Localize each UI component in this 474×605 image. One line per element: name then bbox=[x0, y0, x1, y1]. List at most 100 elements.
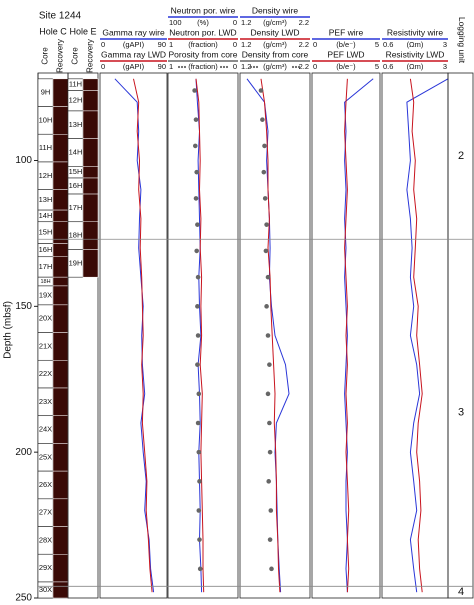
core-label: 12H bbox=[39, 171, 53, 180]
log-curve bbox=[114, 78, 155, 593]
header-name: Density wire bbox=[252, 5, 299, 15]
header-scale-min: 1 bbox=[169, 40, 173, 49]
track-frame bbox=[239, 72, 311, 599]
core-point bbox=[265, 274, 271, 280]
core-recovery bbox=[52, 209, 69, 222]
header-scale-max: 5 bbox=[375, 40, 379, 49]
header-scale-min: 0 bbox=[101, 40, 105, 49]
core-label: 24X bbox=[39, 425, 52, 434]
header-scale-max: 0 bbox=[233, 40, 237, 49]
header-unit: (gAPI) bbox=[123, 62, 145, 71]
core-label: 15H bbox=[69, 167, 83, 176]
header-name: Density LWD bbox=[251, 27, 300, 37]
header-name: Density from core bbox=[242, 49, 309, 59]
header-dot bbox=[294, 65, 298, 69]
core-point bbox=[260, 117, 265, 122]
core-recovery bbox=[82, 110, 99, 139]
header-unit: (%) bbox=[197, 18, 209, 27]
core-point bbox=[195, 362, 200, 367]
header-scale-min: 0.6 bbox=[383, 62, 393, 71]
log-curve bbox=[406, 78, 449, 593]
core-label: 13H bbox=[39, 195, 53, 204]
header-scale-max: 90 bbox=[158, 40, 166, 49]
column-label: Core bbox=[71, 47, 80, 65]
track-frame bbox=[167, 72, 239, 599]
core-recovery bbox=[52, 443, 69, 472]
header-scale-min: 0 bbox=[313, 40, 317, 49]
y-axis-label: Depth (mbsf) bbox=[3, 301, 14, 359]
unit-label: 4 bbox=[458, 586, 464, 598]
core-label: 22X bbox=[39, 369, 52, 378]
hole-label: Hole E bbox=[69, 26, 96, 36]
core-point bbox=[267, 537, 273, 542]
header-unit: (g/cm³) bbox=[263, 62, 287, 71]
log-curve bbox=[344, 78, 350, 593]
core-point bbox=[268, 508, 274, 513]
header-name: Resistivity LWD bbox=[386, 49, 445, 59]
header-scale-min: 1.2 bbox=[241, 40, 251, 49]
header-unit: (gAPI) bbox=[123, 40, 145, 49]
header-dot bbox=[252, 65, 256, 69]
header-unit: (g/cm³) bbox=[263, 18, 287, 27]
header-scale-max: 5 bbox=[375, 62, 379, 71]
core-recovery bbox=[82, 249, 99, 278]
header-scale-max: 2.2 bbox=[299, 62, 309, 71]
log-curve bbox=[195, 78, 205, 593]
core-point bbox=[261, 169, 267, 175]
header-dot bbox=[291, 65, 295, 69]
header-dot bbox=[180, 65, 184, 69]
core-label: 30X bbox=[39, 585, 52, 594]
header-name: Neutron por. LWD bbox=[169, 27, 236, 37]
core-recovery bbox=[52, 415, 69, 444]
unit-label: 3 bbox=[458, 407, 464, 419]
header-name: Gamma ray wire bbox=[102, 27, 165, 37]
core-recovery bbox=[52, 106, 69, 135]
log-curve bbox=[409, 78, 423, 593]
core-label: 16H bbox=[39, 245, 53, 254]
header-unit: (b/e⁻) bbox=[336, 40, 356, 49]
header-dot bbox=[249, 65, 253, 69]
core-label: 10H bbox=[39, 115, 53, 124]
core-recovery bbox=[82, 166, 99, 179]
y-tick-label: 100 bbox=[15, 155, 32, 166]
header-name: Resistivity wire bbox=[387, 27, 443, 37]
core-recovery bbox=[52, 161, 69, 190]
core-label: 19X bbox=[39, 290, 52, 299]
header-scale-max: 2.2 bbox=[299, 40, 309, 49]
core-recovery bbox=[82, 138, 99, 167]
core-recovery bbox=[52, 498, 69, 527]
header-unit: (fraction) bbox=[188, 62, 218, 71]
core-recovery bbox=[52, 581, 69, 599]
core-point bbox=[195, 222, 200, 227]
core-label: 26X bbox=[39, 480, 52, 489]
column-label: Recovery bbox=[86, 39, 95, 73]
core-recovery bbox=[52, 304, 69, 333]
core-label: 16H bbox=[69, 181, 83, 190]
core-recovery bbox=[52, 78, 69, 107]
core-point bbox=[193, 143, 198, 149]
header-dot bbox=[219, 65, 223, 69]
core-point bbox=[263, 248, 269, 254]
header-dot bbox=[183, 65, 187, 69]
core-recovery bbox=[52, 554, 69, 583]
core-point bbox=[267, 420, 272, 426]
header-scale-max: 0 bbox=[233, 62, 237, 71]
core-recovery bbox=[52, 360, 69, 389]
core-recovery bbox=[52, 285, 69, 306]
core-column-frame bbox=[67, 72, 99, 599]
header-scale-min: 0 bbox=[101, 62, 105, 71]
core-point bbox=[196, 508, 202, 513]
header-name: Neutron por. wire bbox=[171, 5, 236, 15]
header-unit: (g/cm³) bbox=[263, 40, 287, 49]
unit-title: Logging unit bbox=[457, 17, 467, 64]
core-point bbox=[196, 391, 202, 397]
core-point bbox=[264, 304, 269, 309]
core-label: 17H bbox=[69, 203, 83, 212]
core-label: 14H bbox=[39, 211, 53, 220]
core-point bbox=[269, 566, 274, 572]
core-recovery bbox=[82, 193, 99, 223]
core-point bbox=[195, 420, 201, 426]
header-scale-max: 3 bbox=[443, 40, 447, 49]
y-tick-label: 250 bbox=[15, 593, 32, 604]
core-recovery bbox=[52, 332, 69, 361]
